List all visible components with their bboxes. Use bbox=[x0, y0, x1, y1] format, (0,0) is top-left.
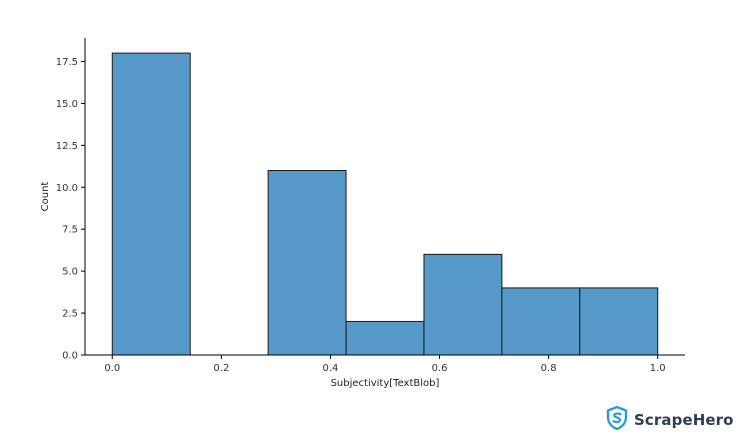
y-tick-label: 0.0 bbox=[62, 351, 78, 362]
histogram-bar bbox=[267, 170, 347, 356]
histogram-bar bbox=[579, 287, 659, 356]
x-tick-label: 0.0 bbox=[104, 363, 120, 374]
histogram-bar bbox=[423, 253, 503, 356]
x-tick-label: 0.6 bbox=[432, 363, 448, 374]
x-tick-label: 1.0 bbox=[650, 363, 666, 374]
x-axis-label: Subjectivity[TextBlob] bbox=[331, 378, 440, 389]
bars-layer bbox=[111, 52, 659, 356]
histogram-bar bbox=[111, 52, 191, 356]
x-tick-label: 0.8 bbox=[541, 363, 557, 374]
y-axis-label: Count bbox=[40, 182, 51, 212]
y-tick-label: 17.5 bbox=[56, 57, 78, 68]
y-tick-label: 10.0 bbox=[56, 183, 78, 194]
x-tick-label: 0.2 bbox=[213, 363, 229, 374]
x-ticks: 0.0 0.2 0.4 0.6 0.8 1.0 bbox=[104, 355, 666, 374]
shield-s-logo-icon bbox=[606, 405, 628, 434]
y-tick-label: 2.5 bbox=[62, 309, 78, 320]
y-tick-label: 12.5 bbox=[56, 141, 78, 152]
brand-logo: ScrapeHero bbox=[606, 405, 734, 434]
y-ticks: 0.0 2.5 5.0 7.5 10.0 12.5 15.0 17.5 bbox=[56, 57, 85, 362]
y-tick-label: 5.0 bbox=[62, 267, 78, 278]
histogram-bar bbox=[501, 287, 581, 356]
histogram-bar bbox=[345, 320, 425, 356]
brand-name: ScrapeHero bbox=[634, 411, 734, 429]
y-tick-label: 7.5 bbox=[62, 225, 78, 236]
y-tick-label: 15.0 bbox=[56, 99, 78, 110]
x-tick-label: 0.4 bbox=[323, 363, 339, 374]
